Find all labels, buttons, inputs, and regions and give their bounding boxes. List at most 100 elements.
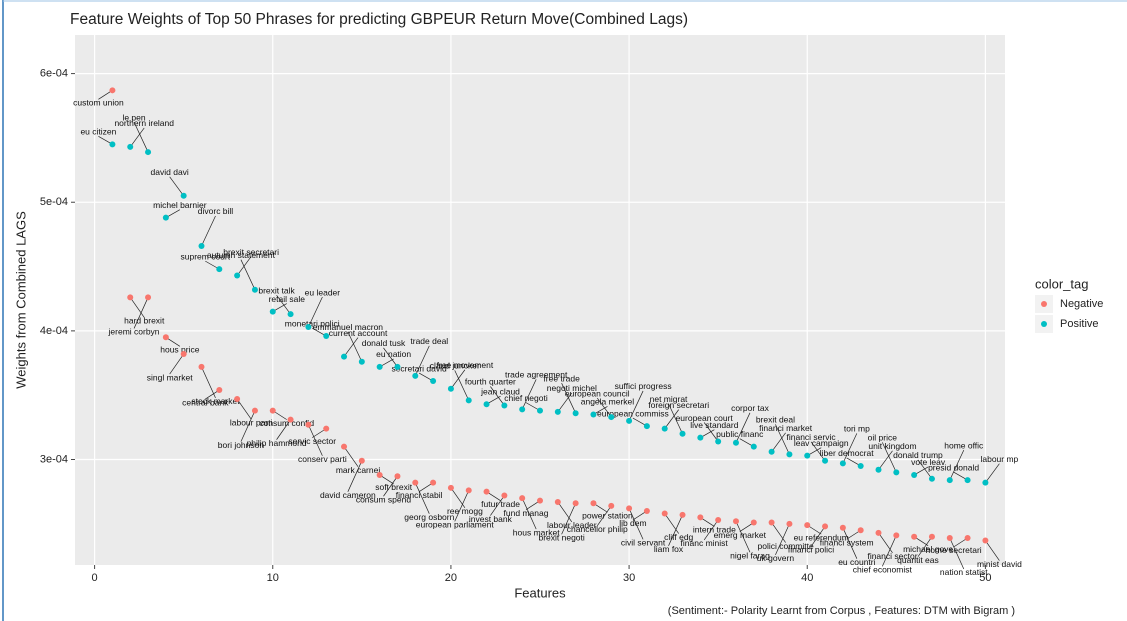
label-leader bbox=[882, 442, 897, 473]
point-label: suprem court bbox=[181, 251, 231, 261]
label-leader bbox=[133, 297, 149, 329]
point bbox=[786, 451, 793, 458]
point-label: labour mp bbox=[980, 454, 1018, 464]
point-label: custom union bbox=[73, 98, 124, 108]
point-label: donald trump bbox=[893, 450, 943, 460]
point-label: brexit talk bbox=[258, 285, 295, 295]
point bbox=[875, 466, 882, 473]
point bbox=[643, 507, 650, 514]
label-leader bbox=[664, 409, 679, 429]
label-leader bbox=[878, 450, 893, 471]
point-label: brexit negoti bbox=[538, 533, 584, 543]
label-leader bbox=[343, 337, 359, 357]
point-label: futur trade bbox=[481, 499, 520, 509]
point bbox=[323, 333, 330, 340]
label-leader bbox=[985, 463, 1000, 483]
point-label: oil price bbox=[868, 433, 898, 443]
label-leader bbox=[169, 353, 184, 375]
label-leader bbox=[414, 345, 430, 377]
point bbox=[269, 407, 276, 414]
point bbox=[554, 408, 561, 415]
point bbox=[412, 372, 419, 379]
label-leader bbox=[347, 331, 363, 362]
point bbox=[911, 533, 918, 540]
point bbox=[109, 87, 116, 94]
point bbox=[804, 452, 811, 459]
point-label: hous price bbox=[160, 345, 199, 355]
point-label: invest bank bbox=[469, 514, 513, 524]
point bbox=[465, 397, 472, 404]
point-label: bori johnson bbox=[218, 440, 265, 450]
label-leader bbox=[561, 503, 576, 535]
point bbox=[928, 475, 935, 482]
point-label: brexit secretari bbox=[223, 247, 279, 257]
point-label: le pen bbox=[122, 112, 145, 122]
point bbox=[857, 527, 864, 534]
label-leader bbox=[949, 449, 965, 481]
point bbox=[394, 363, 401, 370]
point bbox=[537, 407, 543, 414]
label-leader bbox=[628, 390, 644, 422]
point bbox=[287, 311, 294, 318]
label-leader bbox=[810, 526, 826, 547]
x-tick-label: 30 bbox=[623, 572, 635, 584]
label-leader bbox=[561, 383, 576, 414]
point-label: nigel farag bbox=[730, 551, 770, 561]
point-label: hous market bbox=[513, 527, 560, 537]
point bbox=[216, 266, 223, 273]
point-label: eu citizen bbox=[80, 127, 116, 137]
point-label: liber democrat bbox=[820, 448, 874, 458]
point-label: european court bbox=[676, 413, 734, 423]
point-label: free movement bbox=[437, 360, 494, 370]
point-label: corpor tax bbox=[731, 403, 770, 413]
label-leader bbox=[668, 403, 683, 434]
point bbox=[358, 358, 365, 365]
point bbox=[572, 500, 579, 507]
point-label: divorc bill bbox=[198, 206, 234, 216]
point-label: jeremi corbyn bbox=[108, 327, 160, 337]
point-label: nation statist bbox=[940, 567, 988, 577]
point-label: conserv parti bbox=[298, 454, 347, 464]
y-tick-label: 4e-04 bbox=[40, 325, 68, 337]
label-leader bbox=[450, 369, 466, 389]
point bbox=[447, 484, 454, 491]
point-label: chief negoti bbox=[504, 393, 548, 403]
label-leader bbox=[490, 495, 505, 516]
legend-title: color_tag bbox=[1035, 276, 1088, 291]
point bbox=[946, 534, 953, 541]
point-label: suffici progress bbox=[615, 381, 672, 391]
point-label: eu nation bbox=[376, 349, 411, 359]
point-label: secretari david bbox=[391, 363, 447, 373]
point-label: vote leav bbox=[911, 457, 946, 467]
point-label: eu countri bbox=[838, 557, 875, 567]
point-label: soft brexit bbox=[375, 482, 412, 492]
point bbox=[946, 477, 953, 484]
point-label: free trade bbox=[543, 373, 580, 383]
label-leader bbox=[347, 460, 363, 492]
point-label: emmanuel macron bbox=[313, 322, 384, 332]
point bbox=[162, 334, 169, 341]
point-label: home secretari bbox=[925, 545, 981, 555]
point-label: david davi bbox=[151, 167, 189, 177]
point bbox=[483, 488, 490, 495]
point bbox=[145, 149, 152, 156]
point-label: central bank bbox=[182, 397, 229, 407]
point bbox=[572, 410, 579, 417]
point bbox=[501, 492, 508, 499]
caption: (Sentiment:- Polarity Learnt from Corpus… bbox=[668, 605, 1015, 617]
point-label: financi stabil bbox=[396, 490, 443, 500]
point bbox=[269, 308, 276, 315]
label-leader bbox=[201, 366, 216, 399]
label-leader bbox=[775, 424, 790, 455]
label-leader bbox=[454, 490, 470, 522]
point bbox=[412, 479, 419, 486]
plot-panel bbox=[75, 35, 1005, 565]
label-leader bbox=[383, 347, 398, 368]
label-leader bbox=[703, 422, 719, 442]
point bbox=[590, 500, 597, 507]
point bbox=[216, 387, 223, 394]
point bbox=[893, 469, 900, 476]
legend-label: Negative bbox=[1060, 298, 1103, 310]
point bbox=[982, 479, 989, 486]
point bbox=[109, 141, 116, 148]
